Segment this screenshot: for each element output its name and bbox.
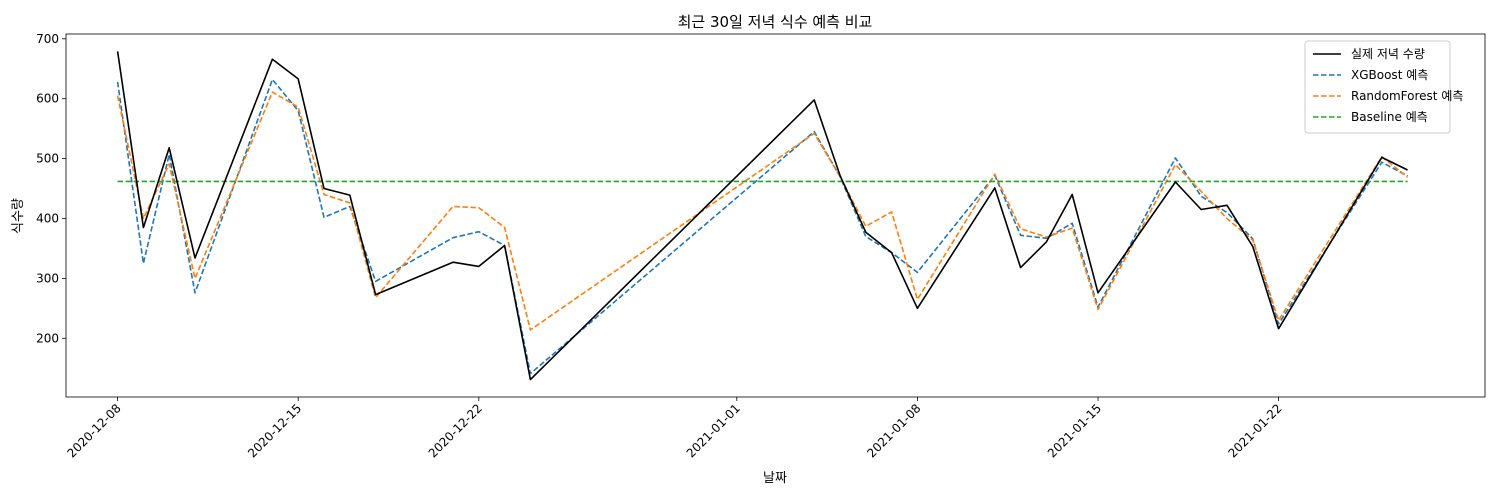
x-axis-label: 날짜 [763,471,787,486]
legend-label: Baseline 예측 [1351,110,1428,124]
series-line-2 [116,91,1409,331]
y-tick-label: 300 [36,271,59,285]
y-tick-label: 600 [36,92,59,106]
y-axis: 200 300 400 500 600 700 [36,32,66,345]
chart-title: 최근 30일 저녁 식수 예측 비교 [678,13,873,31]
y-tick-label: 500 [36,152,59,166]
legend-label: RandomForest 예측 [1351,89,1463,103]
y-tick-label: 200 [36,331,59,345]
y-tick-label: 400 [36,211,59,225]
y-axis-label: 식수량 [11,198,26,234]
legend-label: XGBoost 예측 [1351,68,1428,82]
legend: 실제 저녁 수량 XGBoost 예측 RandomForest 예측 Baselin… [1304,40,1463,134]
series-line-0 [116,51,1408,381]
legend-box [1304,40,1451,134]
y-tick-label: 700 [36,32,59,46]
plot-lines [116,51,1409,381]
legend-label: 실제 저녁 수량 [1351,47,1425,61]
plot-frame [65,33,1486,398]
